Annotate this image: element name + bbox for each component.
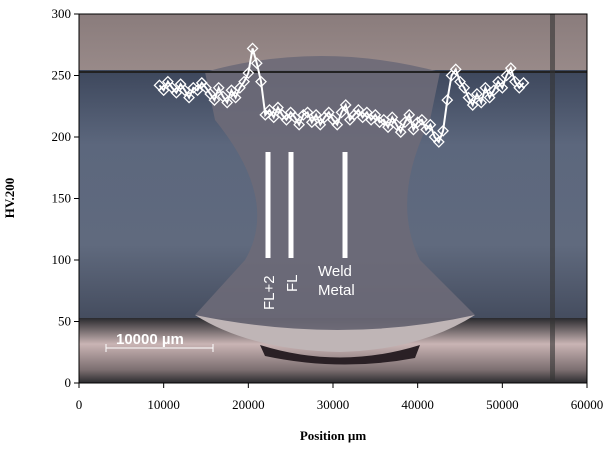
y-tick-label: 300 xyxy=(52,6,72,21)
annotation: FL xyxy=(284,274,301,292)
y-tick-label: 100 xyxy=(52,252,72,267)
x-axis-label: Position µm xyxy=(300,428,367,443)
x-tick-label: 60000 xyxy=(571,397,604,412)
chart: FL+2 FL 10000 µm HV.200 Position µm 0 50 1… xyxy=(0,0,610,456)
scale-bar-label: 10000 µm xyxy=(116,331,184,348)
y-tick-label: 150 xyxy=(52,191,72,206)
y-tick-label: 50 xyxy=(58,314,71,329)
x-tick-label: 0 xyxy=(76,397,83,412)
x-tick-label: 10000 xyxy=(147,397,180,412)
x-tick-label: 30000 xyxy=(317,397,350,412)
page: FL+2 FL 10000 µm HV.200 Position µm 0 50 1… xyxy=(0,0,610,456)
y-axis-label: HV.200 xyxy=(2,178,17,219)
y-tick-label: 250 xyxy=(52,68,72,83)
x-tick-label: 40000 xyxy=(401,397,434,412)
y-tick-label: 0 xyxy=(65,375,72,390)
x-tick-label: 20000 xyxy=(232,397,265,412)
x-tick-label: 50000 xyxy=(486,397,519,412)
annotation: FL+2 xyxy=(261,275,278,310)
y-tick-label: 200 xyxy=(52,129,72,144)
annotation: Weld Metal xyxy=(318,262,370,300)
